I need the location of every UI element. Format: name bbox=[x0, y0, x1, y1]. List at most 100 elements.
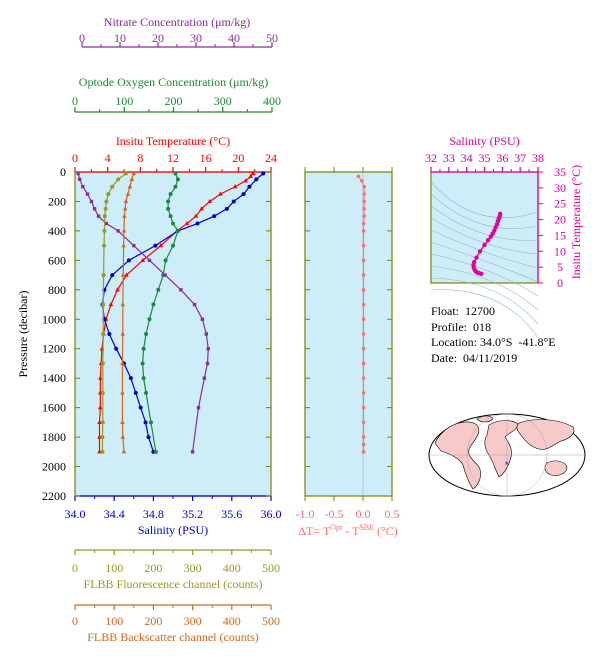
ts-point bbox=[497, 211, 503, 217]
flbb-fluorescence-point bbox=[100, 435, 105, 440]
optode-oxygen-point bbox=[168, 214, 173, 219]
nitrate-point bbox=[179, 288, 183, 292]
temperature-axis-title: Insitu Temperature (°C) bbox=[116, 134, 230, 148]
delta-axis-title: ΔT= TOpt - TSBE (°C) bbox=[298, 523, 398, 538]
flbb-backscatter-point bbox=[122, 206, 128, 211]
delta-point bbox=[361, 361, 366, 366]
salinity-point bbox=[224, 206, 229, 211]
fluorescence-tick-label: 200 bbox=[144, 561, 162, 575]
pressure-axis-title: Pressure (decibar) bbox=[16, 291, 30, 378]
ts-temp-tick-label: 30 bbox=[554, 181, 566, 195]
insitu-temperature-point bbox=[199, 206, 204, 211]
pressure-tick-label: 200 bbox=[48, 194, 66, 208]
salinity-point bbox=[261, 171, 266, 176]
location-value: 34.0°S -41.8°E bbox=[479, 335, 556, 349]
nitrate-point bbox=[205, 361, 210, 366]
nitrate-point bbox=[202, 376, 207, 380]
salinity-point bbox=[128, 376, 133, 381]
salinity-point bbox=[138, 405, 143, 410]
nitrate-axis-title: Nitrate Concentration (μm/kg) bbox=[104, 15, 250, 29]
insitu-temperature-point bbox=[97, 419, 102, 424]
flbb-backscatter-point bbox=[120, 272, 126, 277]
optode-oxygen-point bbox=[171, 243, 175, 248]
salinity-point bbox=[107, 332, 112, 336]
insitu-temperature-point bbox=[184, 220, 190, 226]
delta-point bbox=[362, 207, 366, 211]
ts-temp-tick-label: 10 bbox=[554, 244, 566, 258]
flbb-fluorescence-point bbox=[104, 199, 109, 204]
salinity-tick-label: 35.6 bbox=[221, 507, 242, 521]
fluorescence-tick-label: 300 bbox=[184, 561, 202, 575]
insitu-temperature-point bbox=[218, 191, 223, 196]
optode-oxygen-point bbox=[173, 184, 178, 189]
optode-oxygen-point bbox=[175, 177, 180, 182]
delta-tick-label: 0.5 bbox=[385, 507, 400, 521]
fluorescence-axis-title: FLBB Fluorescence channel (counts) bbox=[84, 577, 263, 591]
nitrate-tick-label: 20 bbox=[152, 31, 164, 45]
ts-point bbox=[474, 255, 479, 260]
ts-density-contour bbox=[430, 253, 539, 297]
profile-row: Profile: 018 bbox=[431, 320, 556, 336]
salinity-point bbox=[231, 199, 236, 204]
delta-point bbox=[361, 288, 366, 292]
salinity-point bbox=[153, 243, 158, 248]
flbb-backscatter-point bbox=[120, 360, 125, 366]
delta-point bbox=[361, 221, 366, 226]
delta-tick-label: 0.0 bbox=[356, 507, 371, 521]
pressure-tick-label: 1800 bbox=[42, 430, 66, 444]
flbb-fluorescence-point bbox=[101, 332, 106, 336]
insitu-temperature-point bbox=[250, 170, 256, 176]
flbb-fluorescence-point bbox=[101, 302, 106, 307]
delta-point bbox=[361, 332, 366, 336]
flbb-fluorescence-point bbox=[100, 361, 105, 366]
pressure-tick-label: 600 bbox=[48, 253, 66, 267]
insitu-temperature-point bbox=[207, 198, 213, 204]
map-land-greenland bbox=[476, 415, 494, 423]
backscatter-axis-title: FLBB Backscatter channel (counts) bbox=[87, 630, 259, 644]
salinity-point bbox=[110, 273, 115, 278]
salinity-axis-title: Salinity (PSU) bbox=[138, 523, 208, 537]
world-map: * bbox=[428, 413, 586, 497]
salinity-tick-label: 34.8 bbox=[143, 507, 164, 521]
salinity-line bbox=[101, 173, 264, 453]
salinity-point bbox=[143, 420, 148, 425]
pressure-tick-label: 1400 bbox=[42, 371, 66, 385]
delta-point bbox=[362, 199, 366, 204]
map-land-australia bbox=[544, 460, 568, 476]
fluorescence-tick-label: 100 bbox=[105, 561, 123, 575]
temperature-tick-label: 0 bbox=[72, 151, 78, 165]
delta-point bbox=[361, 258, 366, 263]
ts-density-contour bbox=[430, 289, 539, 339]
flbb-fluorescence-point bbox=[101, 273, 106, 278]
pressure-tick-label: 2200 bbox=[42, 489, 66, 503]
temperature-tick-label: 16 bbox=[200, 151, 212, 165]
salinity-point bbox=[146, 435, 151, 440]
nitrate-point bbox=[163, 273, 167, 277]
ts-temp-tick-label: 15 bbox=[554, 228, 566, 242]
nitrate-point bbox=[78, 177, 82, 182]
float-location-marker: * bbox=[505, 460, 509, 470]
optode-oxygen-point bbox=[151, 302, 156, 307]
optode-oxygen-point bbox=[141, 376, 146, 381]
delta-title-superscript: Opt bbox=[330, 523, 343, 532]
nitrate-tick-label: 0 bbox=[79, 31, 85, 45]
flbb-backscatter-point bbox=[120, 419, 125, 424]
temperature-tick-label: 24 bbox=[265, 151, 277, 165]
nitrate-tick-label: 30 bbox=[190, 31, 202, 45]
float-row: Float: 12700 bbox=[431, 304, 556, 320]
ts-point bbox=[485, 237, 491, 243]
pressure-tick-label: 800 bbox=[48, 283, 66, 297]
nitrate-point bbox=[192, 302, 197, 307]
fluorescence-tick-label: 500 bbox=[262, 561, 280, 575]
delta-title-superscript: SBE bbox=[359, 523, 374, 532]
nitrate-point bbox=[89, 199, 94, 204]
delta-point bbox=[361, 442, 366, 447]
ts-density-contour bbox=[430, 193, 539, 229]
delta-point bbox=[361, 376, 366, 380]
ts-temp-axis-title: Insitu Temperature (°C) bbox=[569, 165, 583, 279]
ts-point bbox=[477, 249, 483, 254]
oxygen-tick-label: 200 bbox=[165, 94, 183, 108]
flbb-backscatter-point bbox=[122, 213, 127, 218]
salinity-tick-label: 36.0 bbox=[261, 507, 282, 521]
salinity-point bbox=[126, 258, 131, 263]
